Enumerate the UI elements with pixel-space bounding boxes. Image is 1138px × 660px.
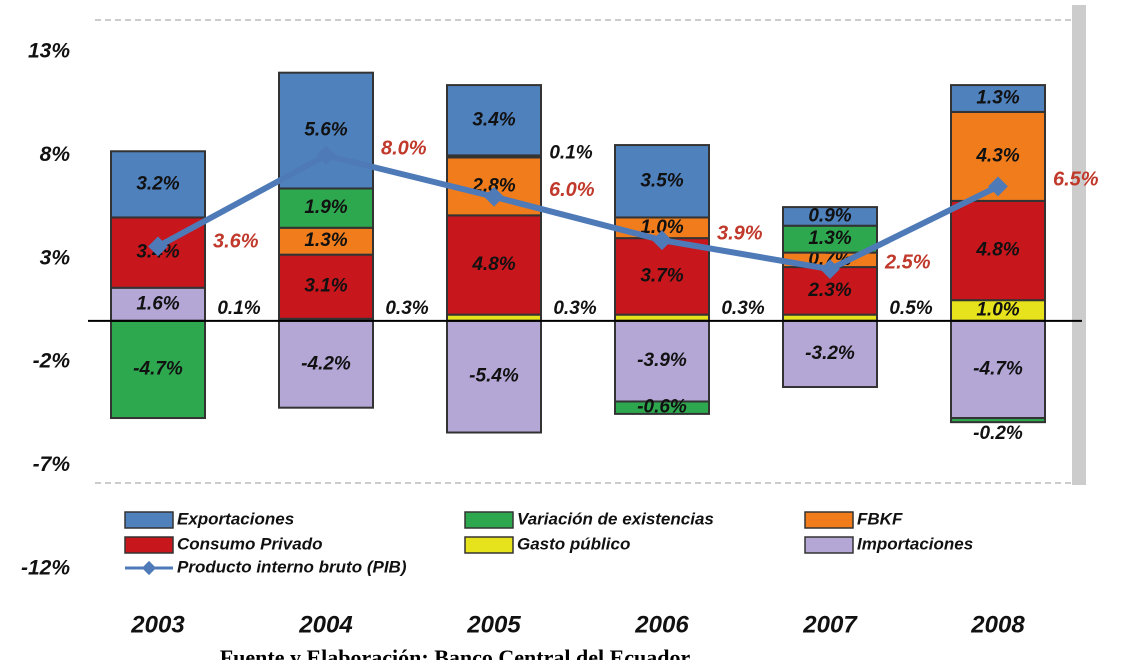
value-label: 1.0% bbox=[976, 300, 1019, 321]
value-label: 4.8% bbox=[471, 254, 515, 275]
line bbox=[156, 152, 1000, 273]
bar-segment bbox=[278, 226, 374, 256]
legend-swatch bbox=[124, 511, 174, 529]
value-label: 0.1% bbox=[549, 142, 592, 163]
value-label: -3.9% bbox=[637, 350, 687, 371]
value-label: 0.3% bbox=[553, 298, 596, 319]
bar-segment bbox=[278, 319, 374, 409]
line-label: 3.9% bbox=[717, 222, 763, 244]
value-label: 0.3% bbox=[721, 298, 764, 319]
x-tick-label: 2004 bbox=[298, 611, 352, 638]
line-label: 6.0% bbox=[549, 179, 595, 201]
legend-label: Importaciones bbox=[857, 534, 973, 553]
value-label: -4.7% bbox=[973, 358, 1023, 379]
bar-segment bbox=[110, 150, 206, 219]
marker bbox=[316, 145, 336, 166]
value-label: -5.4% bbox=[469, 366, 519, 387]
legend-label: Gasto público bbox=[517, 534, 630, 553]
line-label: 3.6% bbox=[213, 231, 259, 253]
value-label: 1.3% bbox=[304, 230, 347, 251]
legend-swatch bbox=[124, 536, 174, 554]
value-label: -3.2% bbox=[805, 343, 855, 364]
x-tick-label: 2008 bbox=[970, 611, 1025, 638]
value-label: -0.2% bbox=[973, 423, 1023, 444]
bar-segment bbox=[446, 84, 542, 157]
value-label: -0.6% bbox=[637, 397, 687, 418]
legend-label: Variación de existencias bbox=[517, 509, 714, 528]
value-label: 5.6% bbox=[304, 120, 347, 141]
x-tick-label: 2007 bbox=[802, 611, 858, 638]
line-label: 8.0% bbox=[381, 138, 427, 160]
bar-segment bbox=[446, 319, 542, 434]
marker bbox=[148, 236, 168, 257]
value-label: 0.1% bbox=[217, 298, 260, 319]
bar-segment bbox=[950, 199, 1046, 302]
value-label: 1.0% bbox=[640, 217, 683, 238]
value-label: 3.4% bbox=[472, 109, 515, 130]
value-label: -4.2% bbox=[301, 353, 351, 374]
value-label: 1.6% bbox=[136, 293, 179, 314]
bar-segment bbox=[950, 84, 1046, 113]
bar-segment bbox=[782, 224, 878, 254]
legend-swatch bbox=[804, 511, 854, 529]
value-label: 0.3% bbox=[385, 298, 428, 319]
value-label: 0.9% bbox=[808, 205, 851, 226]
x-tick-label: 2003 bbox=[130, 611, 185, 638]
bar-segment bbox=[614, 144, 710, 219]
value-label: 3.7% bbox=[640, 265, 683, 286]
frame-edge bbox=[1072, 5, 1086, 485]
bar-segment bbox=[782, 319, 878, 389]
bar-segment bbox=[614, 400, 710, 415]
legend-label: Consumo Privado bbox=[177, 534, 322, 553]
y-tick-label: -7% bbox=[33, 453, 71, 476]
value-label: 4.8% bbox=[975, 240, 1019, 261]
bar-segment bbox=[278, 187, 374, 229]
value-label: 4.3% bbox=[975, 145, 1019, 166]
value-label: 1.3% bbox=[808, 228, 851, 249]
y-tick-label: 13% bbox=[28, 40, 70, 63]
x-tick-label: 2006 bbox=[634, 611, 689, 638]
line-label: 2.5% bbox=[884, 251, 931, 273]
legend-swatch bbox=[464, 536, 514, 554]
legend-label: Exportaciones bbox=[177, 509, 294, 528]
value-label: 1.9% bbox=[304, 197, 347, 218]
value-label: 2.3% bbox=[807, 280, 851, 301]
value-label: -4.7% bbox=[133, 358, 183, 379]
y-tick-label: -12% bbox=[21, 557, 70, 580]
bar-segment bbox=[614, 319, 710, 403]
legend-label: Producto interno bruto (PIB) bbox=[177, 557, 407, 576]
legend-swatch bbox=[804, 536, 854, 554]
bar-segment bbox=[782, 206, 878, 227]
marker bbox=[484, 186, 504, 207]
annotation: 0.5% bbox=[889, 298, 932, 319]
y-tick-label: 3% bbox=[40, 246, 71, 269]
value-label: 3.5% bbox=[640, 170, 683, 191]
value-label: 1.3% bbox=[976, 88, 1019, 109]
legend-label: FBKF bbox=[857, 509, 903, 528]
x-tick-label: 2005 bbox=[466, 611, 521, 638]
y-tick-label: 8% bbox=[40, 143, 71, 166]
legend-marker bbox=[141, 560, 157, 576]
line-label: 6.5% bbox=[1053, 169, 1099, 191]
y-tick-label: -2% bbox=[33, 350, 71, 373]
legend-box bbox=[95, 500, 1075, 580]
source: Fuente y Elaboración: Banco Central del … bbox=[220, 645, 691, 660]
value-label: 3.1% bbox=[304, 276, 347, 297]
value-label: 3.2% bbox=[136, 173, 179, 194]
legend-swatch bbox=[464, 511, 514, 529]
bar-segment bbox=[950, 417, 1046, 424]
marker bbox=[820, 259, 840, 280]
